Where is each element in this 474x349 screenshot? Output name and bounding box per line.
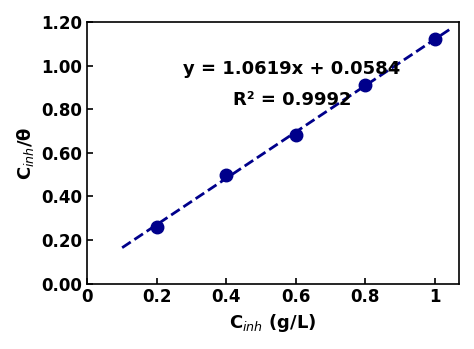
Point — [153, 224, 161, 230]
Y-axis label: C$_{inh}$/θ: C$_{inh}$/θ — [15, 126, 36, 179]
Text: R² = 0.9992: R² = 0.9992 — [233, 91, 351, 110]
Point — [222, 172, 230, 177]
Point — [431, 37, 438, 42]
X-axis label: C$_{inh}$ (g/L): C$_{inh}$ (g/L) — [229, 312, 317, 334]
Text: y = 1.0619x + 0.0584: y = 1.0619x + 0.0584 — [183, 60, 401, 78]
Point — [292, 133, 300, 138]
Point — [362, 82, 369, 88]
